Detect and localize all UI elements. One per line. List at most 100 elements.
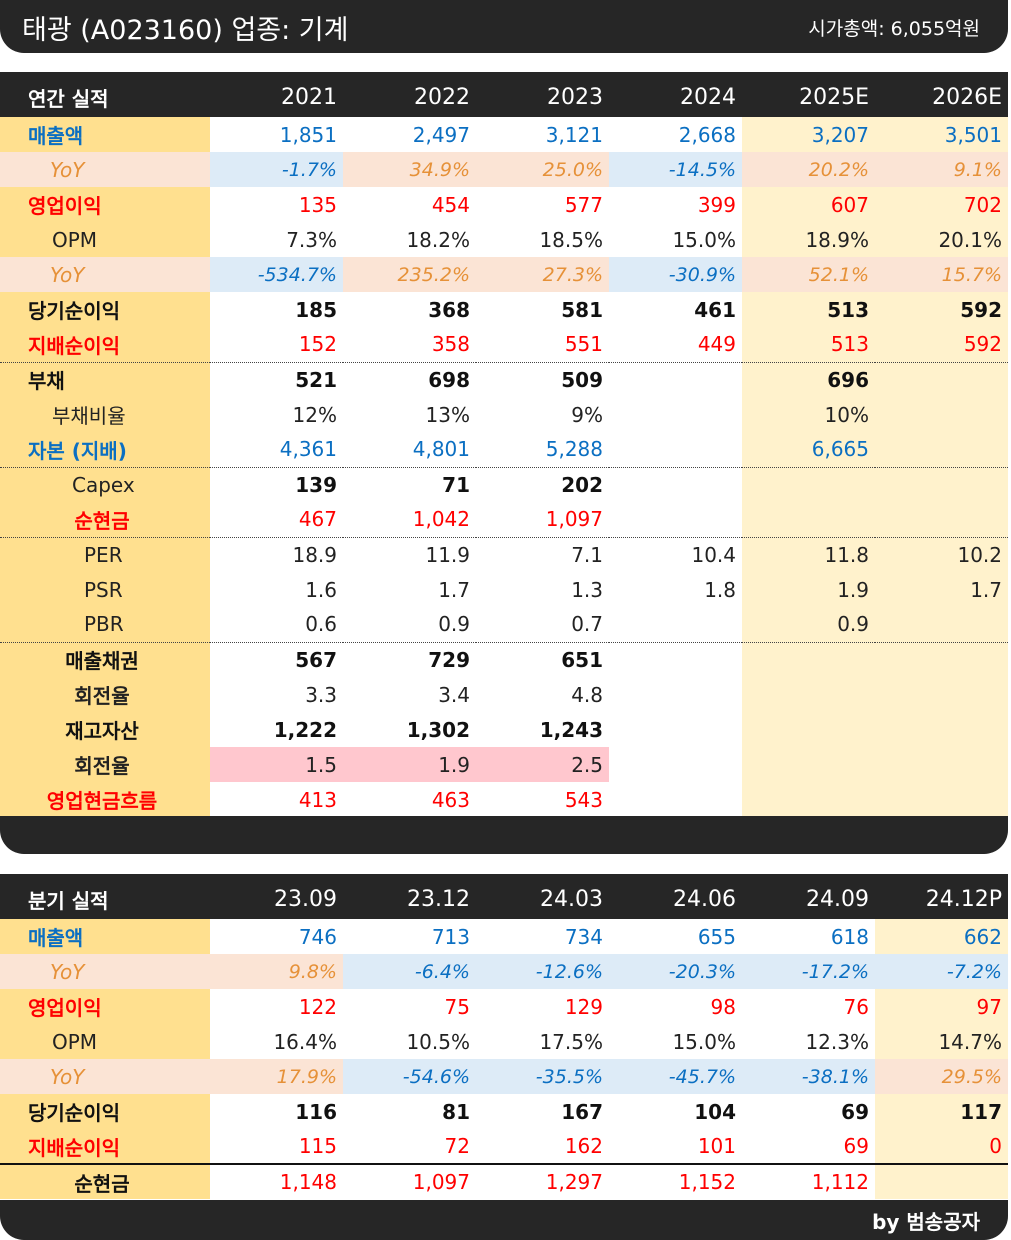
quarterly-row-ni-ctrl: 지배순이익 115 72 162 101 69 0 bbox=[0, 1129, 1008, 1164]
row-label: 영업이익 bbox=[0, 187, 210, 222]
value-cell: 12% bbox=[292, 402, 337, 427]
value-cell bbox=[875, 361, 1008, 397]
value-cell bbox=[875, 466, 1008, 502]
value-cell: 10% bbox=[742, 397, 875, 432]
value-cell bbox=[875, 1163, 1008, 1199]
value-cell: 29.5% bbox=[875, 1059, 1008, 1094]
value-cell: 1.9 bbox=[742, 572, 875, 607]
value-cell: -1.7% bbox=[210, 152, 343, 187]
value-cell: 651 bbox=[476, 641, 609, 677]
value-cell: 17.5% bbox=[539, 1029, 603, 1054]
value-cell: -534.7% bbox=[210, 257, 343, 292]
quarterly-column-header: 24.09 bbox=[742, 874, 875, 919]
value-cell: 97 bbox=[875, 989, 1008, 1024]
value-cell: 0.7 bbox=[571, 612, 603, 637]
value-cell: 11.9 bbox=[343, 536, 476, 572]
value-cell: 81 bbox=[442, 1099, 470, 1124]
quarterly-row-op-yoy: YoY 17.9% -54.6% -35.5% -45.7% -38.1% 29.5% bbox=[0, 1059, 1008, 1094]
value-cell: 20.1% bbox=[875, 222, 1008, 257]
value-cell: 1,222 bbox=[273, 717, 337, 742]
annual-row-opm: OPM 7.3% 18.2% 18.5% 15.0% 18.9% 20.1% bbox=[0, 222, 1008, 257]
value-cell: -6.4% bbox=[343, 954, 476, 989]
annual-row-net-cash: 순현금 467 1,042 1,097 bbox=[0, 502, 1008, 537]
annual-column-header: 2023 bbox=[476, 72, 609, 117]
quarterly-row-sales: 매출액 746 713 734 655 618 662 bbox=[0, 919, 1008, 954]
value-cell: -54.6% bbox=[343, 1059, 476, 1094]
value-cell: 1.5 bbox=[210, 747, 343, 782]
row-label: OPM bbox=[0, 222, 210, 257]
value-cell: 20.2% bbox=[742, 152, 875, 187]
value-cell: 69 bbox=[843, 1134, 869, 1158]
value-cell bbox=[742, 641, 875, 677]
value-cell bbox=[609, 432, 742, 467]
value-cell: -17.2% bbox=[742, 954, 875, 989]
value-cell: 167 bbox=[561, 1099, 603, 1124]
annual-row-per: PER 18.9 11.9 7.1 10.4 11.8 10.2 bbox=[0, 536, 1008, 572]
value-cell: 0 bbox=[875, 1129, 1008, 1164]
value-cell: 581 bbox=[561, 297, 603, 322]
value-cell bbox=[875, 641, 1008, 677]
value-cell: 1,097 bbox=[545, 507, 603, 532]
annual-row-debt: 부채 521 698 509 696 bbox=[0, 361, 1008, 397]
value-cell: -20.3% bbox=[609, 954, 742, 989]
value-cell: 0.9 bbox=[742, 607, 875, 642]
row-label: 영업현금흐름 bbox=[0, 782, 210, 817]
quarterly-column-header: 24.06 bbox=[609, 874, 742, 919]
annual-row-sales-yoy: YoY -1.7% 34.9% 25.0% -14.5% 20.2% 9.1% bbox=[0, 152, 1008, 187]
value-cell: 72 bbox=[444, 1134, 470, 1158]
value-cell: -12.6% bbox=[476, 954, 609, 989]
value-cell: 162 bbox=[564, 1134, 603, 1158]
quarterly-column-header: 24.03 bbox=[476, 874, 609, 919]
value-cell: 592 bbox=[875, 327, 1008, 362]
quarterly-row-sales-yoy: YoY 9.8% -6.4% -12.6% -20.3% -17.2% -7.2% bbox=[0, 954, 1008, 989]
annual-table: 연간 실적 2021 2022 2023 2024 2025E 2026E 매출액 1,851 2… bbox=[0, 72, 1008, 817]
value-cell: 117 bbox=[875, 1094, 1008, 1129]
value-cell: 1.6 bbox=[305, 577, 337, 602]
annual-row-equity: 자본 (지배) 4,361 4,801 5,288 6,665 bbox=[0, 432, 1008, 467]
annual-row-sales: 매출액 1,851 2,497 3,121 2,668 3,207 3,501 bbox=[0, 117, 1008, 152]
annual-row-ni-ctrl: 지배순이익 152 358 551 449 513 592 bbox=[0, 327, 1008, 362]
value-cell: 2,668 bbox=[678, 122, 736, 147]
value-cell: 10.5% bbox=[406, 1029, 470, 1054]
value-cell: 98 bbox=[710, 994, 736, 1019]
value-cell: 10.2 bbox=[875, 536, 1008, 572]
value-cell: 368 bbox=[428, 297, 470, 322]
value-cell bbox=[875, 782, 1008, 817]
value-cell bbox=[609, 397, 742, 432]
value-cell: 7.3% bbox=[286, 227, 337, 252]
value-cell bbox=[742, 466, 875, 502]
value-cell: 7.1 bbox=[476, 536, 609, 572]
page-title: 태광 (A023160) 업종: 기계 bbox=[22, 15, 349, 46]
value-cell: 235.2% bbox=[343, 257, 476, 292]
row-label: YoY bbox=[0, 152, 210, 187]
value-cell: 75 bbox=[444, 994, 470, 1019]
row-label: 매출채권 bbox=[0, 641, 210, 677]
value-cell bbox=[875, 712, 1008, 747]
value-cell bbox=[875, 677, 1008, 712]
value-cell: 122 bbox=[298, 994, 337, 1019]
value-cell: 9.1% bbox=[875, 152, 1008, 187]
value-cell: 3,207 bbox=[742, 117, 875, 152]
value-cell: 16.4% bbox=[273, 1029, 337, 1054]
row-label: PSR bbox=[0, 572, 210, 607]
annual-row-op: 영업이익 135 454 577 399 607 702 bbox=[0, 187, 1008, 222]
value-cell bbox=[742, 747, 875, 782]
value-cell bbox=[609, 361, 742, 397]
row-label: 부채비율 bbox=[0, 397, 210, 432]
value-cell: 18.9% bbox=[742, 222, 875, 257]
author-credit: by 범송공자 bbox=[872, 1210, 980, 1234]
value-cell: 1,148 bbox=[210, 1163, 343, 1199]
value-cell: -30.9% bbox=[609, 257, 742, 292]
value-cell: -38.1% bbox=[742, 1059, 875, 1094]
row-label: 당기순이익 bbox=[0, 1094, 210, 1129]
row-label: 순현금 bbox=[0, 502, 210, 537]
value-cell: 202 bbox=[476, 466, 609, 502]
value-cell: 1,851 bbox=[279, 122, 337, 147]
value-cell: 9.8% bbox=[210, 954, 343, 989]
value-cell bbox=[742, 782, 875, 817]
market-cap: 시가총액: 6,055억원 bbox=[808, 18, 980, 40]
value-cell: 543 bbox=[564, 787, 603, 812]
value-cell: 698 bbox=[343, 361, 476, 397]
annual-row-psr: PSR 1.6 1.7 1.3 1.8 1.9 1.7 bbox=[0, 572, 1008, 607]
annual-table-title: 연간 실적 bbox=[0, 72, 210, 117]
